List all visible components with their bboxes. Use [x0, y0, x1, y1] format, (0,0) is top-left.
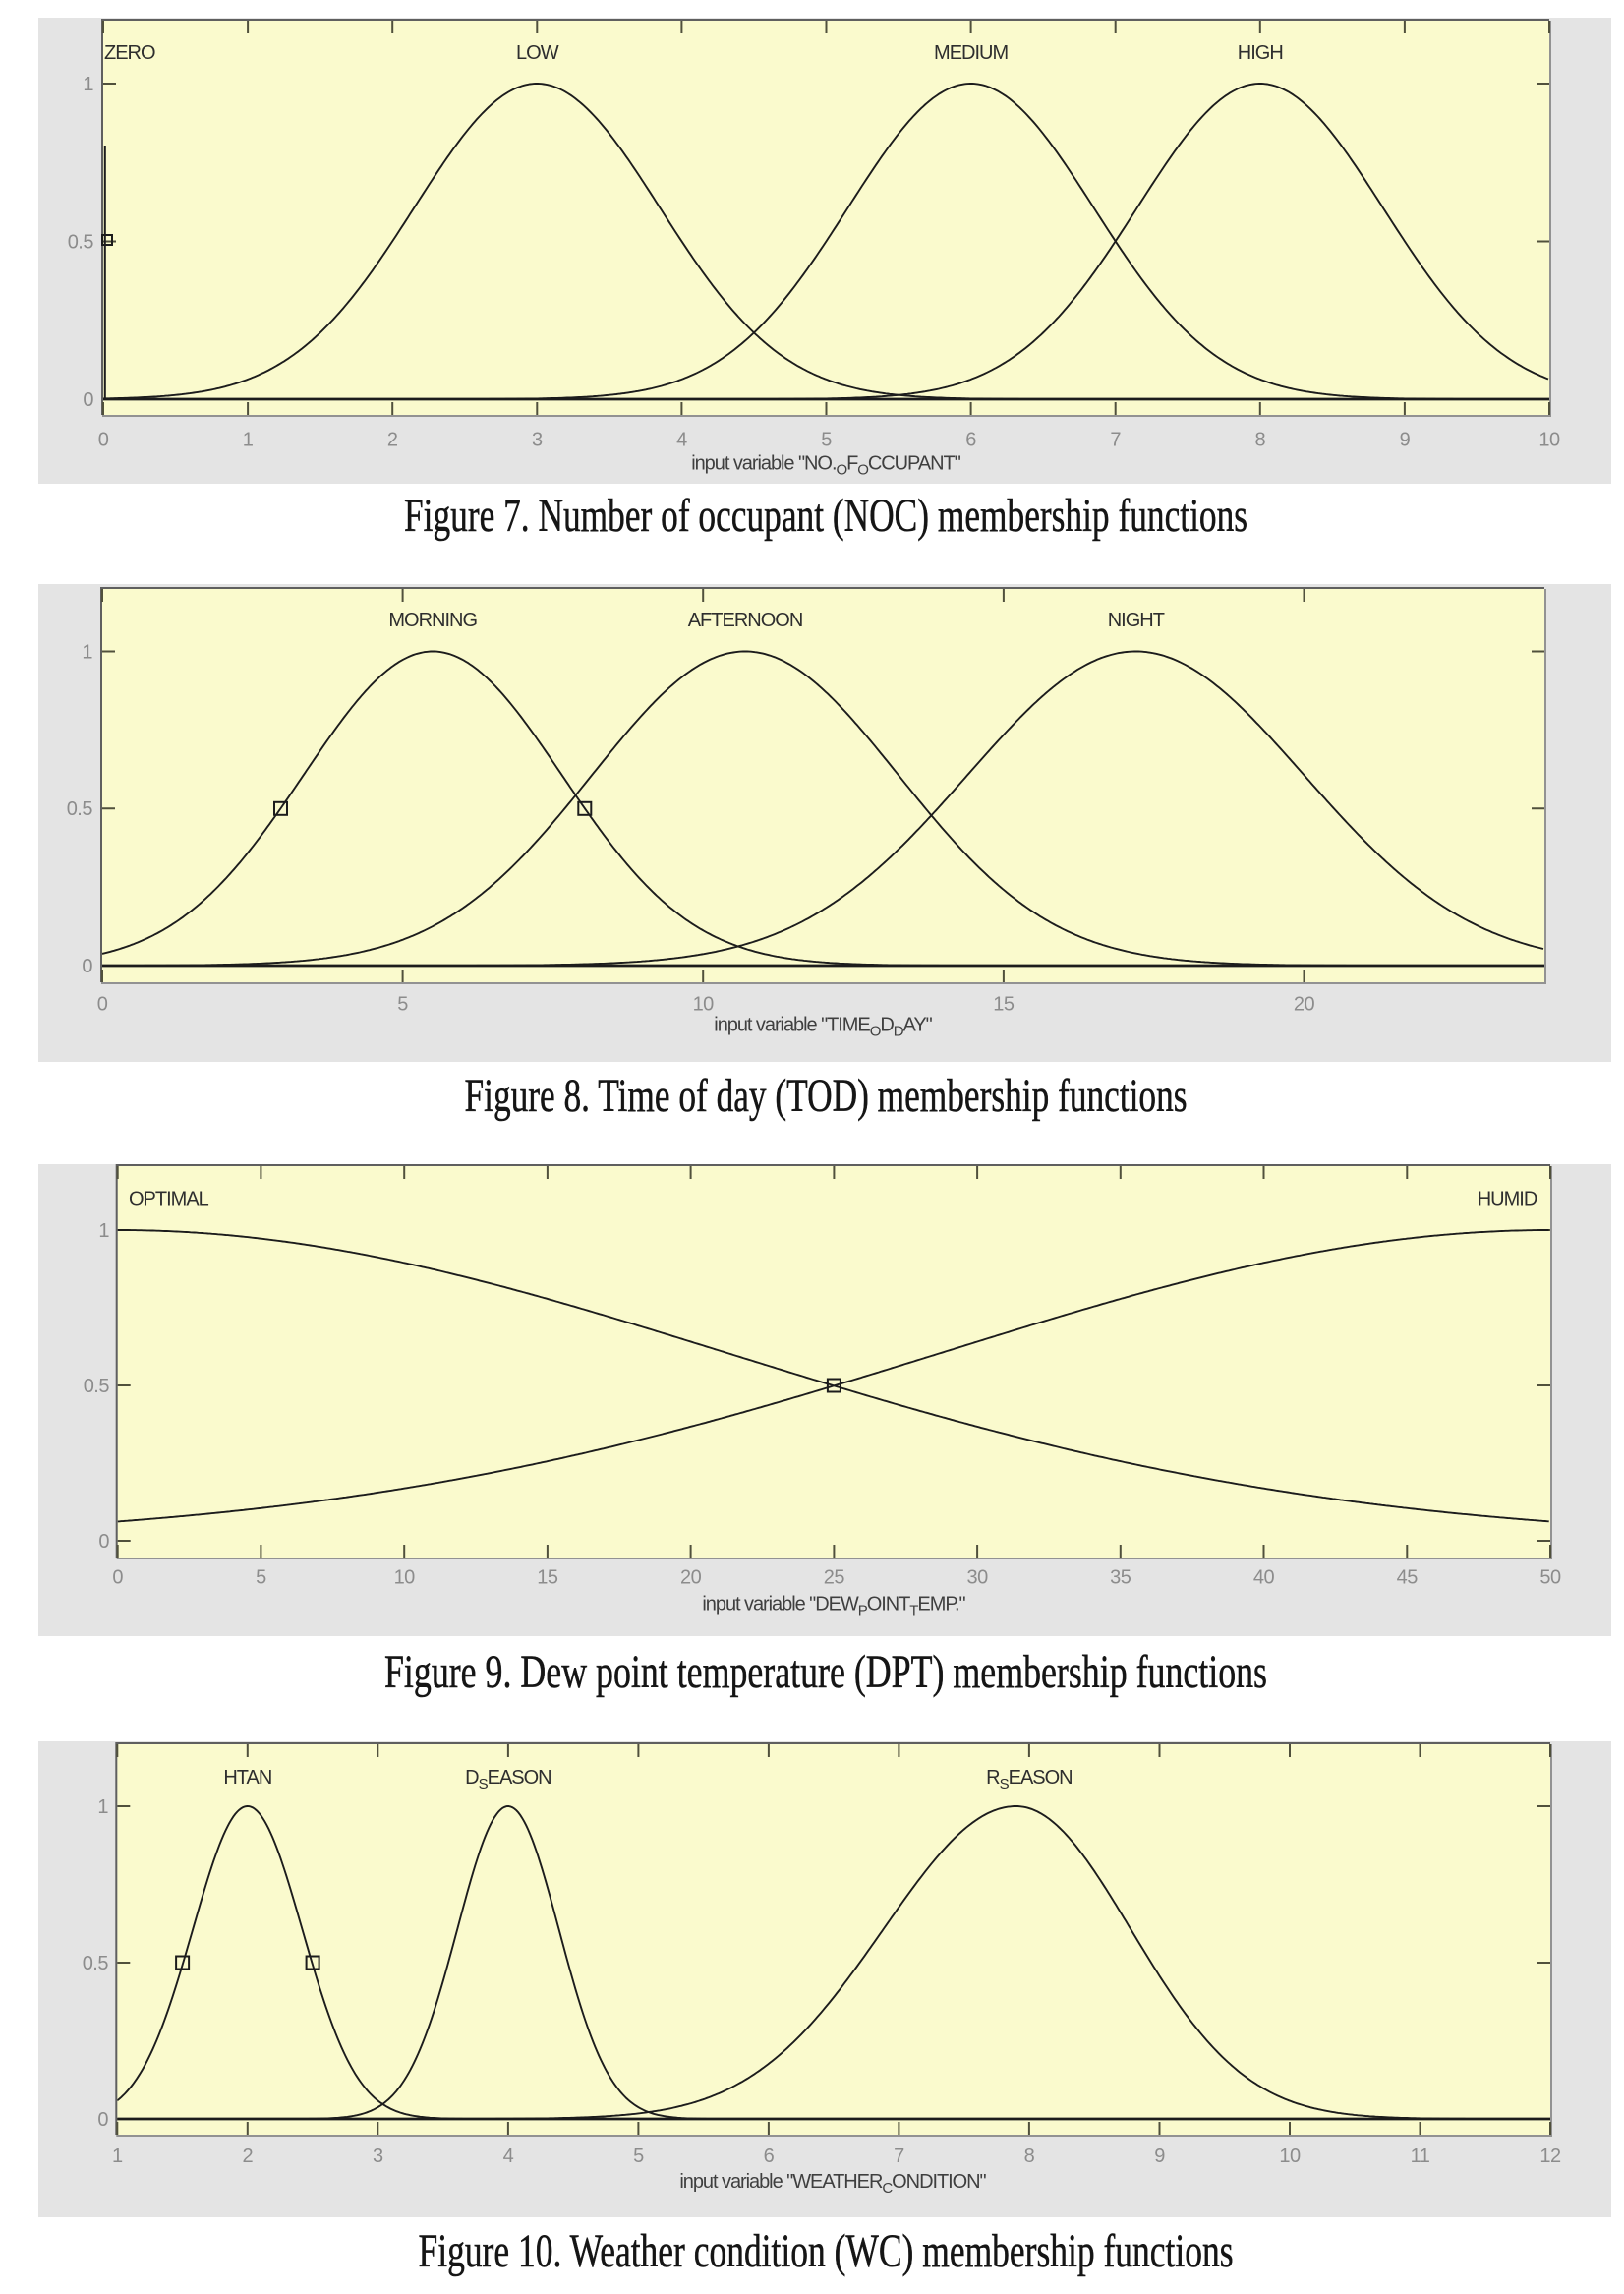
svg-text:1: 1	[112, 2146, 123, 2167]
svg-text:35: 35	[1110, 1567, 1131, 1589]
svg-text:Figure 7. Number of occupant (: Figure 7. Number of occupant (NOC) membe…	[404, 490, 1247, 542]
svg-text:Figure 9. Dew point temperatur: Figure 9. Dew point temperature (DPT) me…	[384, 1646, 1267, 1698]
svg-text:1: 1	[82, 642, 92, 664]
svg-text:4: 4	[676, 430, 687, 451]
svg-text:20: 20	[680, 1567, 702, 1589]
svg-text:0: 0	[82, 956, 92, 977]
svg-text:HTAN: HTAN	[223, 1767, 271, 1789]
svg-text:Figure 8. Time of day (TOD) me: Figure 8. Time of day (TOD) membership f…	[465, 1070, 1188, 1122]
svg-text:10: 10	[1279, 2146, 1301, 2167]
svg-text:15: 15	[993, 994, 1015, 1016]
svg-text:50: 50	[1539, 1567, 1561, 1589]
svg-text:10: 10	[693, 994, 715, 1016]
svg-text:0: 0	[97, 2109, 108, 2131]
svg-text:40: 40	[1253, 1567, 1275, 1589]
svg-text:DS​EASON: DS​EASON	[465, 1767, 551, 1793]
svg-text:7: 7	[1110, 430, 1121, 451]
svg-text:20: 20	[1294, 994, 1315, 1016]
svg-text:2: 2	[242, 2146, 253, 2167]
svg-text:12: 12	[1539, 2146, 1561, 2167]
svg-text:5: 5	[633, 2146, 644, 2167]
svg-text:11: 11	[1411, 2146, 1430, 2167]
svg-text:3: 3	[373, 2146, 383, 2167]
svg-text:0: 0	[97, 994, 108, 1016]
svg-text:MORNING: MORNING	[388, 610, 477, 631]
svg-text:30: 30	[966, 1567, 988, 1589]
svg-text:45: 45	[1397, 1567, 1419, 1589]
svg-text:0.5: 0.5	[67, 798, 93, 820]
svg-text:8: 8	[1024, 2146, 1035, 2167]
svg-text:1: 1	[97, 1796, 108, 1818]
svg-text:AFTERNOON: AFTERNOON	[688, 610, 803, 631]
svg-text:25: 25	[824, 1567, 845, 1589]
svg-text:input variable "NO.O​FO​CCUPAN: input variable "NO.O​FO​CCUPANT"	[691, 453, 960, 479]
svg-text:6: 6	[965, 430, 976, 451]
svg-text:0: 0	[98, 430, 109, 451]
svg-text:4: 4	[503, 2146, 514, 2167]
svg-text:0: 0	[98, 1531, 109, 1553]
svg-text:MEDIUM: MEDIUM	[934, 42, 1008, 64]
svg-text:RS​EASON: RS​EASON	[986, 1767, 1073, 1793]
svg-text:9: 9	[1400, 430, 1411, 451]
svg-text:10: 10	[394, 1567, 416, 1589]
svg-text:15: 15	[537, 1567, 558, 1589]
svg-text:7: 7	[894, 2146, 904, 2167]
svg-text:1: 1	[98, 1220, 109, 1242]
svg-text:1: 1	[243, 430, 254, 451]
svg-text:3: 3	[532, 430, 543, 451]
svg-text:ZERO: ZERO	[104, 42, 155, 64]
svg-text:2: 2	[387, 430, 398, 451]
svg-text:0: 0	[83, 389, 93, 411]
svg-text:8: 8	[1254, 430, 1265, 451]
svg-text:0.5: 0.5	[68, 232, 94, 254]
svg-text:0: 0	[112, 1567, 123, 1589]
svg-text:5: 5	[397, 994, 408, 1016]
svg-text:NIGHT: NIGHT	[1108, 610, 1165, 631]
svg-text:HUMID: HUMID	[1478, 1189, 1537, 1210]
svg-text:1: 1	[83, 74, 93, 95]
svg-text:LOW: LOW	[516, 42, 559, 64]
svg-text:0.5: 0.5	[83, 1953, 109, 1974]
svg-text:input variable "DEWP​OINTT​EMP: input variable "DEWP​OINTT​EMP."	[702, 1594, 965, 1619]
svg-text:input variable "TIMEO​DD​AY": input variable "TIMEO​DD​AY"	[714, 1015, 932, 1040]
svg-text:6: 6	[764, 2146, 775, 2167]
svg-text:9: 9	[1154, 2146, 1165, 2167]
svg-text:input variable "WEATHERC​ONDIT: input variable "WEATHERC​ONDITION"	[679, 2171, 986, 2197]
svg-text:5: 5	[821, 430, 832, 451]
svg-text:0.5: 0.5	[84, 1376, 110, 1397]
svg-text:OPTIMAL: OPTIMAL	[129, 1189, 209, 1210]
svg-text:5: 5	[256, 1567, 266, 1589]
svg-text:10: 10	[1538, 430, 1560, 451]
svg-text:Figure 10. Weather condition (: Figure 10. Weather condition (WC) member…	[419, 2225, 1234, 2277]
svg-text:HIGH: HIGH	[1238, 42, 1283, 64]
